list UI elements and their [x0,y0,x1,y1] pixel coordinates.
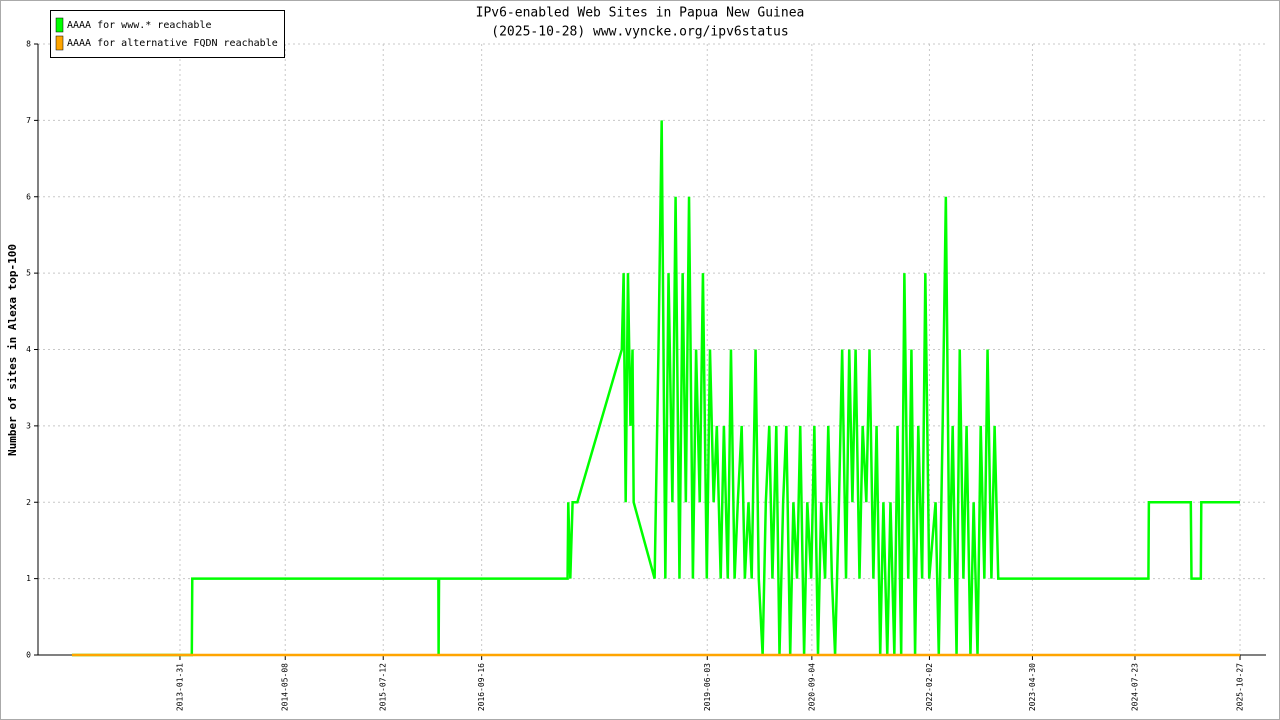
chart-title: IPv6-enabled Web Sites in Papua New Guin… [476,6,805,21]
legend-swatch [55,17,64,33]
x-tick-label: 2014-05-08 [281,663,290,711]
legend-swatch [55,35,64,51]
x-tick-label: 2015-07-12 [379,663,388,711]
plot-area: 0 1 2 3 4 5 6 7 8 2013-01-31 2014-05-08 2015-07-12 2… [26,40,1266,711]
x-tick-label: 2020-09-04 [807,663,816,711]
legend-box [50,10,285,58]
x-tick-label: 2025-10-27 [1236,663,1245,711]
series-line [71,120,1241,657]
y-tick-label: 4 [26,345,31,354]
y-tick-label: 7 [26,116,31,125]
legend-label: AAAA for alternative FQDN reachable [67,38,278,49]
plot-background [38,44,1266,655]
y-tick-label: 1 [26,574,31,583]
y-axis-label: Number of sites in Alexa top-100 [6,244,19,456]
x-tick-label: 2019-06-03 [703,663,712,711]
x-tick-label: 2013-01-31 [175,663,184,711]
y-tick-label: 0 [26,651,31,660]
chart-subtitle: (2025-10-28) www.vyncke.org/ipv6status [491,25,788,40]
legend: AAAA for www.* reachable AAAA for alterna… [50,10,285,58]
legend-label: AAAA for www.* reachable [67,20,212,31]
y-tick-label: 5 [26,269,31,278]
y-tick-label: 2 [26,498,31,507]
x-tick-label: 2016-09-16 [477,663,486,711]
y-tick-label: 3 [26,421,31,430]
x-tick-label: 2024-07-23 [1130,663,1139,711]
y-tick-label: 8 [26,40,31,49]
x-tick-label: 2022-02-02 [925,663,934,711]
y-tick-label: 6 [26,192,31,201]
x-tick-label: 2023-04-30 [1028,663,1037,711]
